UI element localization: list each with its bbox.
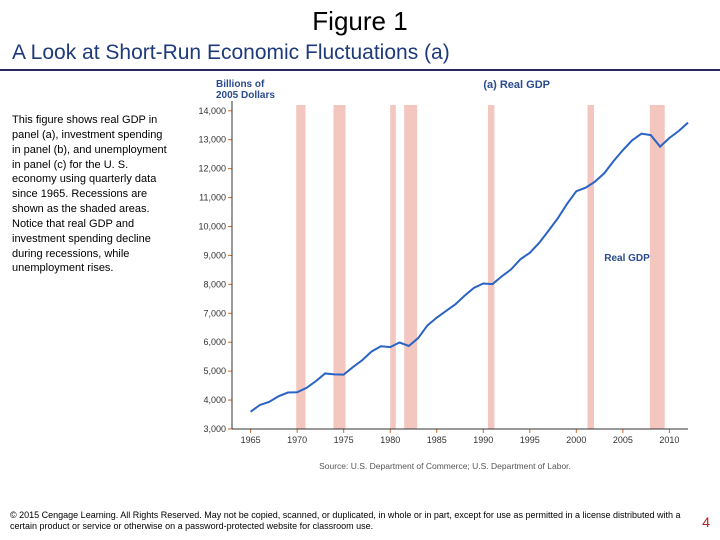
svg-text:2005: 2005 [613,435,633,445]
figure-caption: This figure shows real GDP in panel (a),… [10,77,180,471]
svg-text:13,000: 13,000 [198,135,226,145]
svg-text:7,000: 7,000 [203,308,226,318]
panel-title: (a) Real GDP [483,79,550,91]
figure-subtitle: A Look at Short-Run Economic Fluctuation… [0,37,720,67]
svg-text:8,000: 8,000 [203,279,226,289]
svg-text:10,000: 10,000 [198,222,226,232]
figure-title: Figure 1 [0,0,720,37]
svg-text:4,000: 4,000 [203,395,226,405]
svg-text:1990: 1990 [473,435,493,445]
chart-area: Billions of 2005 Dollars (a) Real GDP 3,… [180,77,710,471]
copyright-text: © 2015 Cengage Learning. All Rights Rese… [10,510,702,533]
svg-text:11,000: 11,000 [199,193,226,203]
line-chart: 3,000 4,000 5,000 6,000 7,000 8,000 9,000 10,00… [180,77,700,457]
svg-text:14,000: 14,000 [198,106,226,116]
svg-text:1995: 1995 [520,435,540,445]
svg-text:9,000: 9,000 [203,250,226,260]
page-number: 4 [702,514,710,532]
svg-text:1965: 1965 [241,435,261,445]
svg-text:12,000: 12,000 [198,164,226,174]
svg-text:1980: 1980 [380,435,400,445]
chart-source: Source: U.S. Department of Commerce; U.S… [180,461,710,471]
svg-text:1985: 1985 [427,435,447,445]
svg-text:1970: 1970 [287,435,307,445]
svg-text:Real GDP: Real GDP [604,253,650,264]
svg-text:2000: 2000 [566,435,586,445]
svg-text:1975: 1975 [334,435,354,445]
svg-text:5,000: 5,000 [203,366,226,376]
y-axis-title: Billions of 2005 Dollars [216,79,275,101]
svg-text:2010: 2010 [659,435,679,445]
divider [0,69,720,71]
svg-text:3,000: 3,000 [203,424,226,434]
svg-text:6,000: 6,000 [203,337,226,347]
